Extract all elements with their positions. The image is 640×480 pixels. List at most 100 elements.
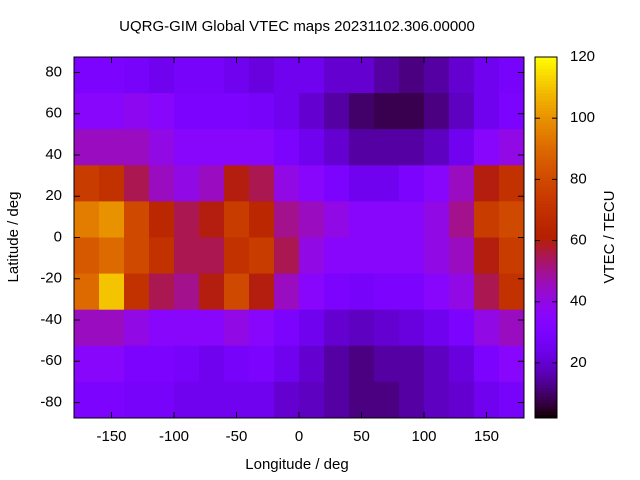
colorbar-step [535, 126, 557, 130]
colorbar-step [535, 168, 557, 172]
heat-cell [474, 57, 500, 94]
heat-cell [499, 57, 525, 94]
heat-cell [224, 345, 250, 383]
heat-cell [474, 165, 500, 202]
colorbar-step [535, 255, 557, 260]
heat-cell [99, 201, 125, 238]
colorbar-step [535, 270, 557, 275]
colorbar-step [535, 111, 557, 115]
heat-cell [99, 273, 125, 311]
colorbar-step [535, 282, 557, 287]
colorbar-step [535, 147, 557, 151]
heat-cell [424, 57, 450, 94]
heat-cell [124, 237, 150, 275]
heat-cell [399, 129, 425, 166]
heat-cell [499, 129, 525, 166]
colorbar-step [535, 285, 557, 290]
heat-cell [349, 129, 375, 166]
colorbar-step [535, 87, 557, 91]
heat-cell [74, 201, 100, 238]
x-tick-label: 100 [411, 428, 436, 445]
colorbar-step [535, 276, 557, 281]
heat-cell [99, 93, 125, 130]
heat-cell [149, 273, 175, 311]
heat-cell [374, 129, 400, 166]
heat-cell [74, 237, 100, 275]
colorbar-step [535, 378, 557, 383]
heat-cell [74, 345, 100, 383]
heat-cell [449, 57, 475, 94]
colorbar-step [535, 300, 557, 305]
colorbar-step [535, 324, 557, 329]
heat-cell [474, 309, 500, 347]
colorbar-step [535, 315, 557, 320]
heat-cell [199, 129, 225, 166]
colorbar-step [535, 333, 557, 338]
colorbar-step [535, 357, 557, 362]
heat-cell [149, 345, 175, 383]
colorbar-step [535, 297, 557, 302]
heat-cell [124, 129, 150, 166]
colorbar-step [535, 156, 557, 160]
colorbar-step [535, 321, 557, 326]
heat-cell [424, 165, 450, 202]
heat-cell [149, 237, 175, 275]
heat-cell [299, 201, 325, 238]
heat-cell [149, 93, 175, 130]
y-tick-label: -20 [40, 270, 62, 287]
colorbar-step [535, 159, 557, 163]
heat-cell [124, 201, 150, 238]
heat-cell [424, 309, 450, 347]
heat-cell [199, 237, 225, 275]
heat-cell [349, 201, 375, 238]
colorbar-step [535, 69, 557, 73]
y-tick-label: 80 [45, 63, 62, 80]
colorbar-step [535, 267, 557, 272]
heat-cell [449, 309, 475, 347]
heat-cell [124, 93, 150, 130]
heat-cell [449, 165, 475, 202]
heat-cell [349, 273, 375, 311]
heat-cell [349, 309, 375, 347]
colorbar-step [535, 225, 557, 229]
heat-cell [474, 93, 500, 130]
heat-cell [174, 309, 200, 347]
colorbar-step [535, 63, 557, 67]
heat-cell [274, 57, 300, 94]
heat-cell [399, 93, 425, 130]
heat-cell [349, 57, 375, 94]
heat-cell [399, 165, 425, 202]
heat-cell [349, 93, 375, 130]
heat-cell [324, 273, 350, 311]
colorbar-step [535, 372, 557, 377]
heat-cell [324, 345, 350, 383]
heat-cell [499, 273, 525, 311]
colorbar-step [535, 237, 557, 242]
heat-cell [199, 201, 225, 238]
colorbar-step [535, 162, 557, 166]
colorbar-step [535, 99, 557, 103]
heat-cell [99, 345, 125, 383]
heat-cell [74, 129, 100, 166]
colorbar-step [535, 123, 557, 127]
colorbar-step [535, 354, 557, 359]
colorbar-step [535, 234, 557, 238]
colorbar-tick-label: 120 [570, 48, 595, 65]
heat-cell [299, 165, 325, 202]
heat-cell [174, 57, 200, 94]
colorbar-step [535, 171, 557, 175]
heat-cell [99, 57, 125, 94]
colorbar-step [535, 135, 557, 139]
colorbar-tick-label: 80 [570, 170, 587, 187]
y-axis-label: Latitude / deg [5, 192, 22, 283]
heat-cell [324, 93, 350, 130]
colorbar-step [535, 231, 557, 235]
heat-cell [99, 129, 125, 166]
colorbar-step [535, 114, 557, 118]
heat-cell [274, 309, 300, 347]
heat-cell [74, 381, 100, 419]
heat-cell [374, 237, 400, 275]
heat-cell [74, 309, 100, 347]
colorbar-step [535, 309, 557, 314]
heat-cell [374, 57, 400, 94]
